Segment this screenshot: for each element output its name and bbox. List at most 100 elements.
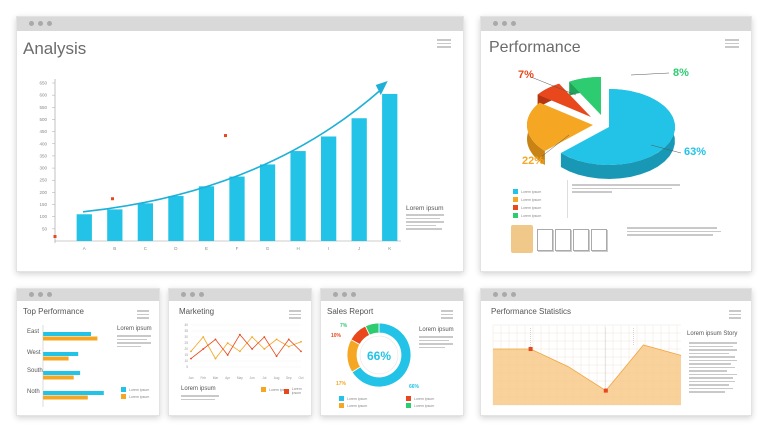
y-tick-label: 600: [39, 93, 47, 98]
x-tick-label: Jun: [250, 376, 255, 380]
marker: [111, 197, 114, 201]
row-label-west: West: [27, 350, 41, 356]
data-point: [287, 345, 290, 348]
window-controls[interactable]: [493, 292, 516, 297]
x-tick-label: Jan: [188, 376, 193, 380]
legend-item: Lorem ipsum: [121, 394, 149, 399]
leader-line: [530, 76, 577, 96]
bar: [168, 196, 184, 241]
data-point: [202, 348, 205, 350]
legend-item: Lorem ipsum: [339, 403, 367, 408]
trend-arrow: [82, 88, 383, 213]
x-tick-label: Aug: [274, 376, 280, 380]
top-performance-title: Top Performance: [23, 307, 84, 316]
data-point: [275, 338, 278, 341]
data-point: [190, 357, 192, 360]
hamburger-menu-icon[interactable]: [729, 310, 741, 319]
bar: [290, 151, 306, 241]
bar: [137, 203, 153, 241]
legend-item: Lorem ipsum: [513, 213, 541, 218]
hamburger-menu-icon[interactable]: [289, 310, 301, 319]
document-icons: [537, 229, 607, 251]
pie-label-22: 22%: [522, 155, 545, 167]
window-controls[interactable]: [493, 21, 516, 26]
trend-arrow-head: [375, 81, 388, 95]
bar: [351, 118, 367, 241]
top-performance-lorem-text: [117, 335, 153, 347]
performance-text-box: [567, 180, 685, 218]
window-controls[interactable]: [333, 292, 356, 297]
y-tick-label: 500: [39, 117, 47, 122]
pie-slice: [537, 83, 591, 117]
folder-icon: [511, 225, 533, 253]
marker: [224, 134, 227, 138]
x-tick-label: A: [83, 246, 86, 251]
pie-slice-side: [560, 89, 675, 179]
top-performance-bar-chart: [42, 325, 104, 407]
series-line: [190, 336, 302, 360]
sales-report-window: Sales Report 66% 7% 10% 17% 66% Lorem ip…: [320, 288, 464, 416]
marker: [528, 347, 533, 351]
donut-slice: [351, 322, 412, 388]
x-tick-label: E: [205, 246, 208, 251]
legend-item: Lorem ipsum: [513, 189, 541, 194]
window-controls[interactable]: [181, 292, 204, 297]
data-point: [226, 342, 229, 344]
leader-line: [650, 144, 682, 154]
donut-center-label: 66%: [366, 349, 392, 363]
top-performance-lorem-title: Lorem ipsum: [117, 326, 152, 332]
x-tick-label: G: [266, 246, 270, 251]
document-icon: [555, 229, 571, 251]
analysis-bar-chart: 650 600 550 500 450 400 350 300 250 200 150 100 50 A B…: [39, 79, 401, 251]
y-tick-label: 350: [39, 153, 47, 158]
series-line: [190, 333, 302, 359]
analysis-window: Analysis 650 600 550 500 450 400 350 300 250 200 1…: [16, 16, 464, 272]
bar: [43, 352, 79, 356]
x-tick-label: Jul: [262, 376, 266, 380]
bar: [43, 375, 74, 380]
marketing-line-chart: 40 35 30 25 20 15 10 5 Jan Feb Mar Apr May Jun Jul Aug S…: [184, 323, 303, 380]
y-tick-label: 150: [39, 202, 47, 207]
donut-label-7: 7%: [340, 323, 348, 329]
sales-report-title: Sales Report: [327, 307, 374, 316]
y-tick-label: 40: [184, 323, 188, 327]
bar: [259, 164, 276, 241]
performance-title: Performance: [489, 39, 581, 56]
bar: [382, 93, 398, 241]
performance-legend: Lorem ipsum Lorem ipsum Lorem ipsum Lore…: [513, 189, 541, 218]
data-point: [214, 357, 217, 360]
analysis-lorem-title: Lorem ipsum: [406, 205, 444, 212]
performance-lorem-text: [627, 227, 723, 236]
data-point: [300, 350, 302, 353]
hamburger-menu-icon[interactable]: [137, 310, 149, 319]
legend-item: Lorem ipsum: [513, 197, 541, 202]
area-line: [493, 344, 682, 392]
statistics-titlebar: [481, 289, 751, 301]
window-controls[interactable]: [29, 292, 52, 297]
hamburger-menu-icon[interactable]: [441, 310, 453, 319]
statistics-lorem-title: Lorem ipsum Story: [687, 331, 738, 337]
document-icon: [591, 229, 607, 251]
marketing-lorem-text: [181, 395, 221, 400]
data-point: [238, 333, 241, 336]
window-controls[interactable]: [29, 21, 52, 26]
hamburger-menu-icon[interactable]: [437, 39, 451, 48]
hamburger-menu-icon[interactable]: [725, 39, 739, 48]
performance-pie-chart: [527, 72, 682, 179]
y-tick-label: 200: [39, 190, 47, 195]
bar: [321, 136, 337, 241]
legend-item: Lorem ipsum: [406, 396, 434, 401]
legend-item: Lorem ipsum: [121, 387, 149, 392]
y-tick-label: 450: [39, 129, 47, 134]
legend-item: Lorem ipsum: [339, 396, 367, 401]
x-tick-label: J: [358, 246, 360, 251]
sales-report-titlebar: [321, 289, 463, 301]
pie-slice: [560, 89, 675, 165]
pie-label-63: 63%: [684, 146, 707, 158]
marker: [603, 388, 608, 393]
analysis-titlebar: [17, 17, 463, 31]
sales-report-donut-chart: [346, 322, 412, 388]
legend-item: Lorem ipsum: [284, 387, 311, 395]
statistics-lorem-text: [689, 342, 739, 393]
performance-statistics-window: Performance Statistics Lorem ipsum Story: [480, 288, 752, 416]
